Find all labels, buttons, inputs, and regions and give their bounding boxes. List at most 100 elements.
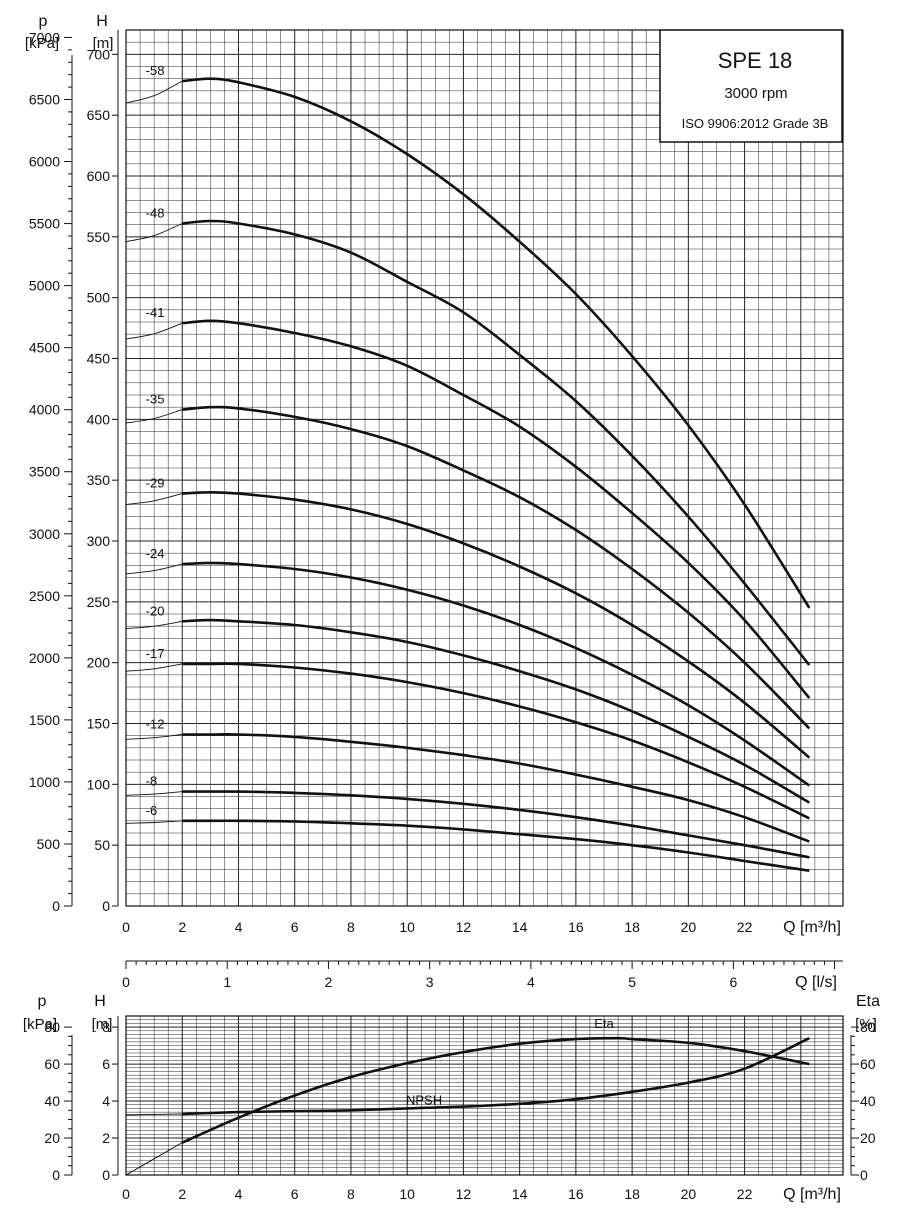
p-axis-label: p (39, 13, 48, 30)
low-p-axis-unit: [kPa] (23, 1016, 57, 1033)
low-h-tick-label: 6 (102, 1056, 110, 1072)
curve-extension (125, 620, 183, 630)
model-title: SPE 18 (718, 48, 793, 73)
npsh-chart-grid (125, 1015, 844, 1176)
eta-axis-label: Eta (856, 993, 880, 1010)
low-q-tick-label: 8 (347, 1186, 355, 1202)
head-curve (182, 77, 811, 609)
curve-extension (125, 223, 183, 243)
low-p-tick-label: 40 (44, 1093, 60, 1109)
low-plot-frame (125, 1015, 844, 1176)
low-q-tick-label: 18 (624, 1186, 640, 1202)
h-tick-label: 700 (87, 46, 111, 62)
series-label: -20 (146, 603, 165, 618)
curve-extension (125, 409, 183, 424)
p-tick-label: 6000 (29, 154, 60, 170)
q-tick-label: 6 (291, 919, 299, 935)
p-tick-label: 5000 (29, 278, 60, 294)
p-tick-label: 5500 (29, 216, 60, 232)
eta-tick-label: 0 (860, 1167, 868, 1183)
series-label: -12 (146, 716, 165, 731)
series-label: -35 (146, 392, 165, 407)
p-tick-label: 7000 (29, 29, 60, 45)
head-curve (182, 490, 811, 759)
q-tick-label: 0 (122, 919, 130, 935)
low-q-tick-label: 12 (456, 1186, 472, 1202)
h-tick-label: 100 (87, 776, 111, 792)
p-tick-label: 1000 (29, 774, 60, 790)
eta-tick-label: 20 (860, 1130, 876, 1146)
q-tick-label: 8 (347, 919, 355, 935)
q-axis-label: Q [m³/h] (783, 919, 841, 936)
npsh-curve-extension (125, 1113, 183, 1116)
head-chart-curves (125, 77, 811, 872)
h-tick-label: 150 (87, 716, 111, 732)
low-q-tick-label: 4 (235, 1186, 243, 1202)
series-label: -29 (146, 476, 165, 491)
p-tick-label: 4500 (29, 340, 60, 356)
q-tick-label: 16 (568, 919, 584, 935)
h-tick-label: 500 (87, 290, 111, 306)
h-tick-label: 50 (94, 837, 110, 853)
series-label: -6 (146, 803, 158, 818)
head-curve (182, 561, 811, 787)
curve-extension (125, 80, 183, 104)
p-axis-unit: [kPa] (25, 35, 59, 52)
q-tick-label: 20 (681, 919, 697, 935)
p-tick-label: 4000 (29, 402, 60, 418)
curve-extension (125, 820, 183, 824)
npsh-label: NPSH (406, 1092, 442, 1107)
low-p-tick-label: 20 (44, 1130, 60, 1146)
low-q-tick-label: 22 (737, 1186, 753, 1202)
q-tick-label: 22 (737, 919, 753, 935)
head-curve (182, 319, 811, 699)
series-label: -17 (146, 646, 165, 661)
eta-tick-label: 40 (860, 1093, 876, 1109)
series-label: -8 (146, 774, 158, 789)
q-tick-label: 10 (399, 919, 415, 935)
p-tick-label: 6500 (29, 91, 60, 107)
series-label: -48 (146, 205, 165, 220)
p-tick-label: 2500 (29, 588, 60, 604)
low-h-axis-unit: [m] (92, 1016, 113, 1033)
low-h-axis-label: H (94, 993, 106, 1010)
low-q-tick-label: 20 (681, 1186, 697, 1202)
q-tick-label: 14 (512, 919, 528, 935)
head-curve (182, 662, 810, 820)
npsh-chart-curves: NPSH Eta (125, 1016, 810, 1176)
low-p-tick-label: 60 (44, 1056, 60, 1072)
h-tick-label: 450 (87, 351, 111, 367)
curve-extension (125, 791, 183, 796)
p-tick-label: 2000 (29, 650, 60, 666)
q-ls-axis-label: Q [l/s] (795, 974, 837, 991)
speed-label: 3000 rpm (724, 85, 787, 102)
series-label: -24 (146, 546, 165, 561)
head-curve (182, 405, 811, 730)
head-chart-axes: 0501001502002503003504004505005506006507… (29, 29, 843, 935)
q-tick-label: 18 (624, 919, 640, 935)
p-tick-label: 0 (52, 898, 60, 914)
eta-label: Eta (594, 1016, 614, 1031)
low-h-tick-label: 2 (102, 1130, 110, 1146)
ls-tick-label: 6 (729, 974, 737, 990)
eta-curve (181, 1036, 810, 1144)
low-h-tick-label: 8 (102, 1019, 110, 1035)
series-label: -41 (146, 305, 165, 320)
low-q-tick-label: 16 (568, 1186, 584, 1202)
q-tick-label: 12 (456, 919, 472, 935)
head-curve (182, 819, 810, 872)
head-chart-series-labels: -58 -48 -41 -35 -29 -24 -20 -17 -12 -8 -6 (146, 63, 165, 818)
low-q-tick-label: 14 (512, 1186, 528, 1202)
q-tick-label: 2 (178, 919, 186, 935)
head-curve (182, 732, 810, 843)
curve-extension (125, 563, 183, 575)
head-chart-grid (125, 29, 844, 907)
h-tick-label: 350 (87, 472, 111, 488)
h-tick-label: 550 (87, 229, 111, 245)
curve-extension (125, 663, 183, 672)
low-q-tick-label: 0 (122, 1186, 130, 1202)
eta-tick-label: 60 (860, 1056, 876, 1072)
series-label: -58 (146, 63, 165, 78)
